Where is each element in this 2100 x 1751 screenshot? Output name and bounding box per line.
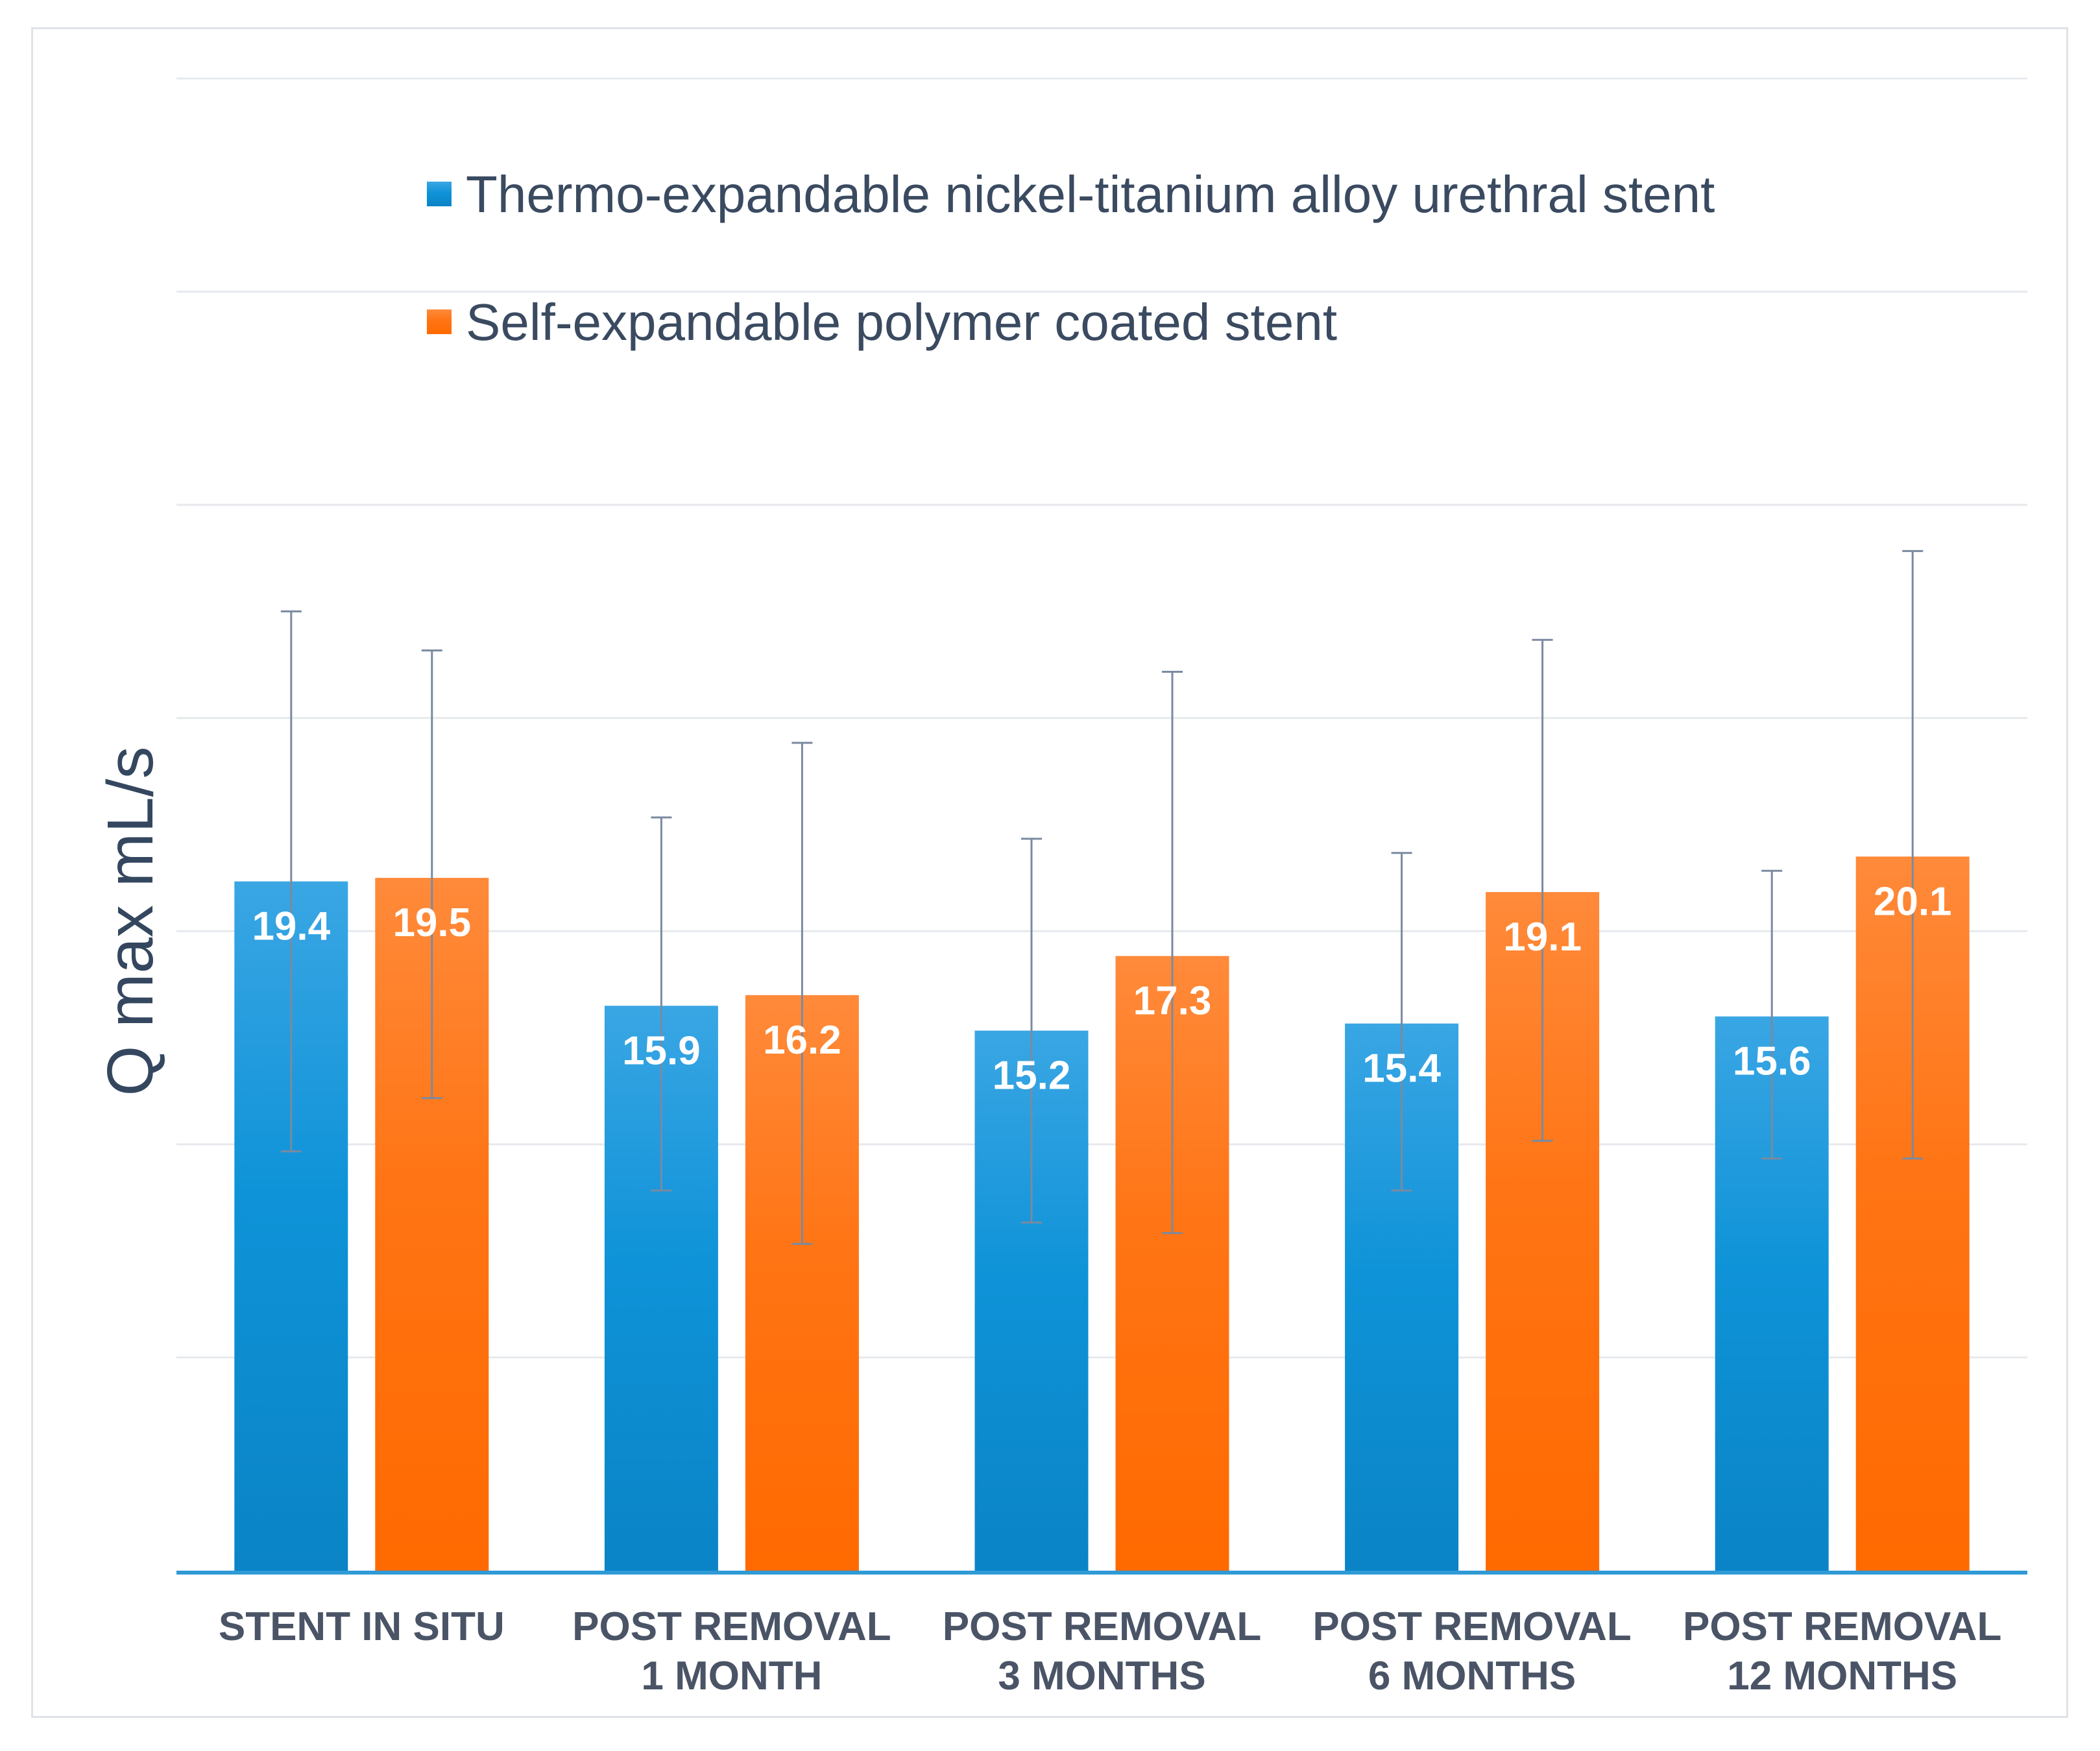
- category-label-2-line-1: POST REMOVAL: [572, 1604, 891, 1649]
- legend-label-series-1: Thermo-expandable nickel-titanium alloy …: [466, 165, 1715, 223]
- category-label-5-line-1: POST REMOVAL: [1683, 1604, 2001, 1649]
- value-label-series-2-cat-5: 20.1: [1874, 879, 1952, 924]
- legend: Thermo-expandable nickel-titanium alloy …: [427, 165, 1715, 351]
- value-label-series-2-cat-3: 17.3: [1133, 979, 1212, 1024]
- legend-label-series-2: Self-expandable polymer coated stent: [466, 293, 1337, 351]
- category-label-3-line-1: POST REMOVAL: [943, 1604, 1261, 1649]
- category-label-1-line-1: STENT IN SITU: [219, 1604, 505, 1649]
- value-label-series-1-cat-4: 15.4: [1362, 1046, 1441, 1091]
- value-label-series-2-cat-4: 19.1: [1503, 915, 1582, 960]
- value-label-series-2-cat-1: 19.5: [392, 900, 471, 945]
- category-label-3-line-2: 3 MONTHS: [998, 1654, 1205, 1698]
- value-label-series-1-cat-1: 19.4: [252, 904, 330, 949]
- error-bars: [280, 549, 1924, 1245]
- value-label-series-1-cat-2: 15.9: [622, 1028, 701, 1073]
- y-axis-label: Q max mL/s: [94, 747, 167, 1096]
- category-labels: STENT IN SITU POST REMOVAL 1 MONTH POST REM…: [219, 1604, 2002, 1698]
- bars: [234, 856, 1970, 1571]
- legend-swatch-series-1: [427, 182, 452, 206]
- value-labels: 19.4 19.5 15.9 16.2 15.2 17.3 15.4 19.1 15.6 20.1: [252, 879, 1951, 1098]
- legend-swatch-series-2: [427, 309, 452, 334]
- category-label-4-line-2: 6 MONTHS: [1368, 1654, 1576, 1698]
- legend-item-series-2: Self-expandable polymer coated stent: [427, 293, 1337, 351]
- value-label-series-1-cat-5: 15.6: [1733, 1039, 1811, 1084]
- value-label-series-2-cat-2: 16.2: [763, 1018, 841, 1063]
- legend-item-series-1: Thermo-expandable nickel-titanium alloy …: [427, 165, 1715, 223]
- category-label-5-line-2: 12 MONTHS: [1727, 1654, 1957, 1698]
- category-label-2-line-2: 1 MONTH: [641, 1654, 822, 1698]
- value-label-series-1-cat-3: 15.2: [993, 1054, 1071, 1098]
- category-label-4-line-1: POST REMOVAL: [1312, 1604, 1631, 1649]
